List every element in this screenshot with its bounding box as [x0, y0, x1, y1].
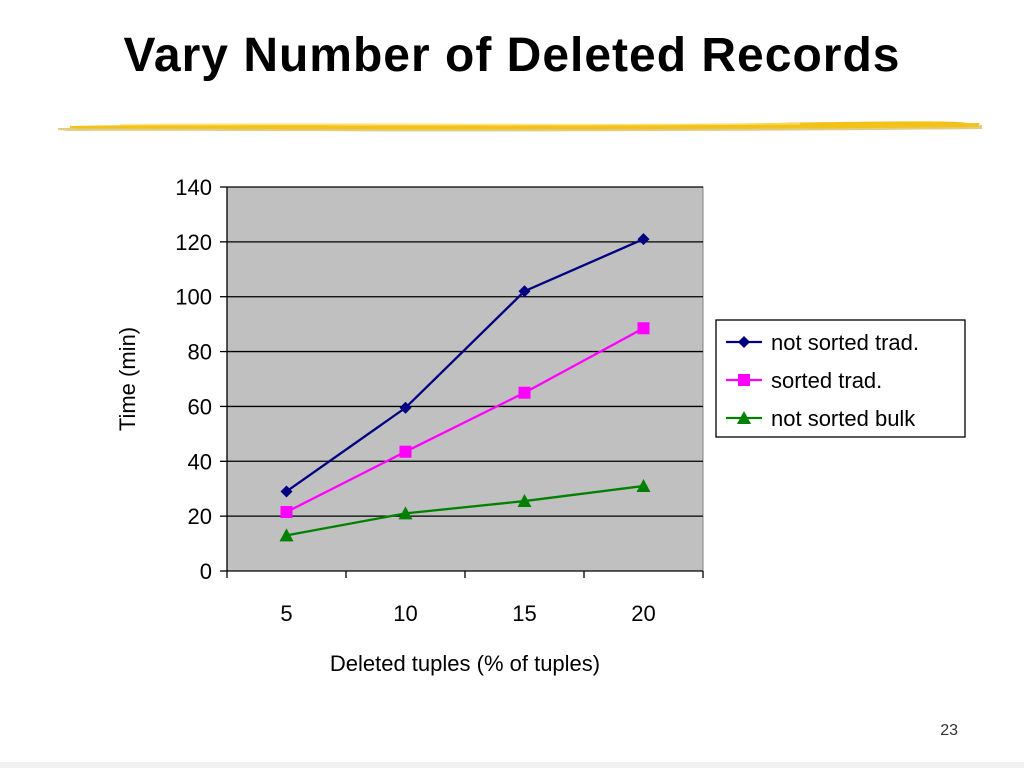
y-tick-label: 140 — [175, 175, 212, 200]
series-line-1 — [285, 238, 644, 493]
series-1-point — [518, 285, 531, 298]
series-3-point — [636, 478, 651, 492]
y-tick-label: 20 — [188, 504, 212, 529]
legend: not sorted trad. sorted trad. not sorted b… — [715, 319, 966, 438]
y-tick-label: 120 — [175, 230, 212, 255]
y-axis-title: Time (min) — [115, 327, 140, 431]
footer-strip — [0, 762, 1024, 768]
title-underline — [58, 121, 982, 132]
x-tick-labels: 5 10 15 20 — [280, 601, 655, 626]
series-2-point — [637, 322, 650, 335]
x-tick-label: 5 — [280, 601, 292, 626]
y-tick-label: 80 — [188, 340, 212, 365]
x-tick-label: 15 — [512, 601, 536, 626]
y-tick-labels: 0 20 40 60 80 100 120 140 — [175, 175, 212, 584]
x-tick-label: 10 — [393, 601, 417, 626]
x-axis-title: Deleted tuples (% of tuples) — [330, 651, 600, 676]
legend-swatch-marker — [738, 336, 750, 348]
line-chart: 0 20 40 60 80 100 120 140 5 10 15 20 Deleted tuple… — [115, 175, 966, 676]
underline-highlight-stroke — [120, 123, 800, 126]
series-3-point — [279, 528, 294, 542]
series-markers — [279, 233, 651, 542]
y-tick-label: 40 — [188, 449, 212, 474]
legend-label: sorted trad. — [771, 368, 882, 393]
series-line-3 — [286, 484, 644, 537]
series-1-point — [399, 401, 412, 414]
series-2-point — [399, 445, 412, 458]
series-3-point — [517, 494, 532, 508]
series-1-point — [637, 233, 650, 246]
legend-label: not sorted trad. — [771, 330, 919, 355]
page-number: 23 — [940, 722, 958, 739]
series-lines — [285, 238, 645, 537]
slide-title: Vary Number of Deleted Records — [123, 29, 901, 82]
series-line-2 — [285, 327, 645, 514]
legend-label: not sorted bulk — [771, 406, 916, 431]
x-tick-label: 20 — [631, 601, 655, 626]
y-tick-label: 100 — [175, 285, 212, 310]
gridlines — [227, 186, 703, 517]
series-1-point — [280, 485, 293, 498]
series-2-point — [280, 506, 293, 519]
y-tick-label: 60 — [188, 394, 212, 419]
axes — [220, 186, 704, 578]
series-2-point — [518, 386, 531, 399]
y-tick-label: 0 — [200, 559, 212, 584]
legend-swatch-marker — [737, 411, 751, 424]
legend-swatch-marker — [738, 374, 750, 386]
series-3-point — [398, 506, 413, 520]
